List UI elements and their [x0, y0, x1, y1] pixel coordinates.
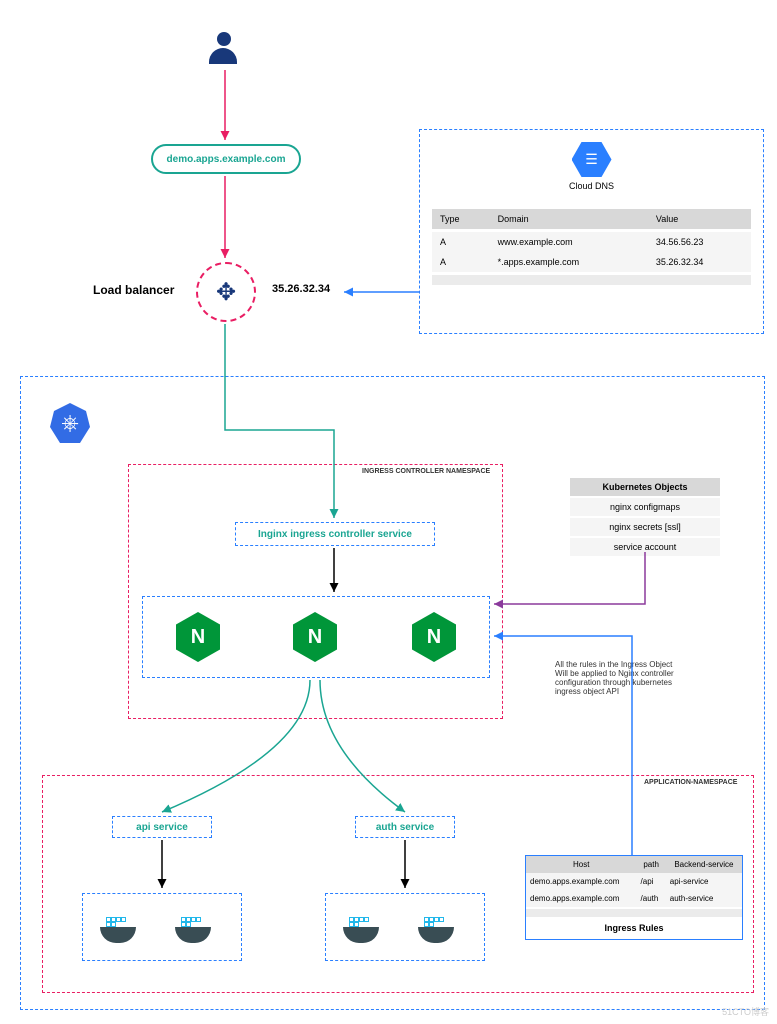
load-balancer-icon: ✥: [216, 278, 236, 307]
ingress-service-box: Inginx ingress controller service: [235, 522, 435, 546]
ingress-note: All the rules in the Ingress Object Will…: [555, 660, 685, 696]
cloud-dns-label: Cloud DNS: [432, 181, 751, 191]
ingress-controller-namespace: [128, 464, 503, 719]
api-service-box: api service: [112, 816, 212, 838]
ingress-service-label: Inginx ingress controller service: [258, 529, 412, 540]
cloud-dns-box: ☰ Cloud DNS TypeDomainValue Awww.example…: [419, 129, 764, 334]
load-balancer-ip: 35.26.32.34: [272, 283, 330, 295]
domain-pill: demo.apps.example.com: [151, 144, 301, 174]
ingress-ns-label: INGRESS CONTROLLER NAMESPACE: [362, 468, 490, 475]
watermark: 51CTO博客: [722, 1005, 769, 1018]
docker-icon-2: [175, 913, 215, 943]
user-icon: [209, 32, 239, 67]
docker-icon-3: [343, 913, 383, 943]
ingress-rules-title: Ingress Rules: [526, 917, 742, 939]
ingress-rules-box: HostpathBackend-service demo.apps.exampl…: [525, 855, 743, 940]
docker-icon-1: [100, 913, 140, 943]
cloud-dns-icon: ☰: [572, 142, 612, 177]
auth-service-label: auth service: [376, 822, 434, 833]
domain-text: demo.apps.example.com: [167, 154, 286, 165]
api-service-label: api service: [136, 822, 188, 833]
load-balancer-circle: ✥: [196, 262, 256, 322]
dns-table: TypeDomainValue Awww.example.com34.56.56…: [432, 209, 751, 285]
k8s-objects-table: Kubernetes Objects nginx configmaps ngin…: [570, 478, 720, 556]
load-balancer-label: Load balancer: [93, 283, 174, 297]
auth-service-box: auth service: [355, 816, 455, 838]
app-ns-label: APPLICATION-NAMESPACE: [644, 779, 737, 786]
docker-icon-4: [418, 913, 458, 943]
